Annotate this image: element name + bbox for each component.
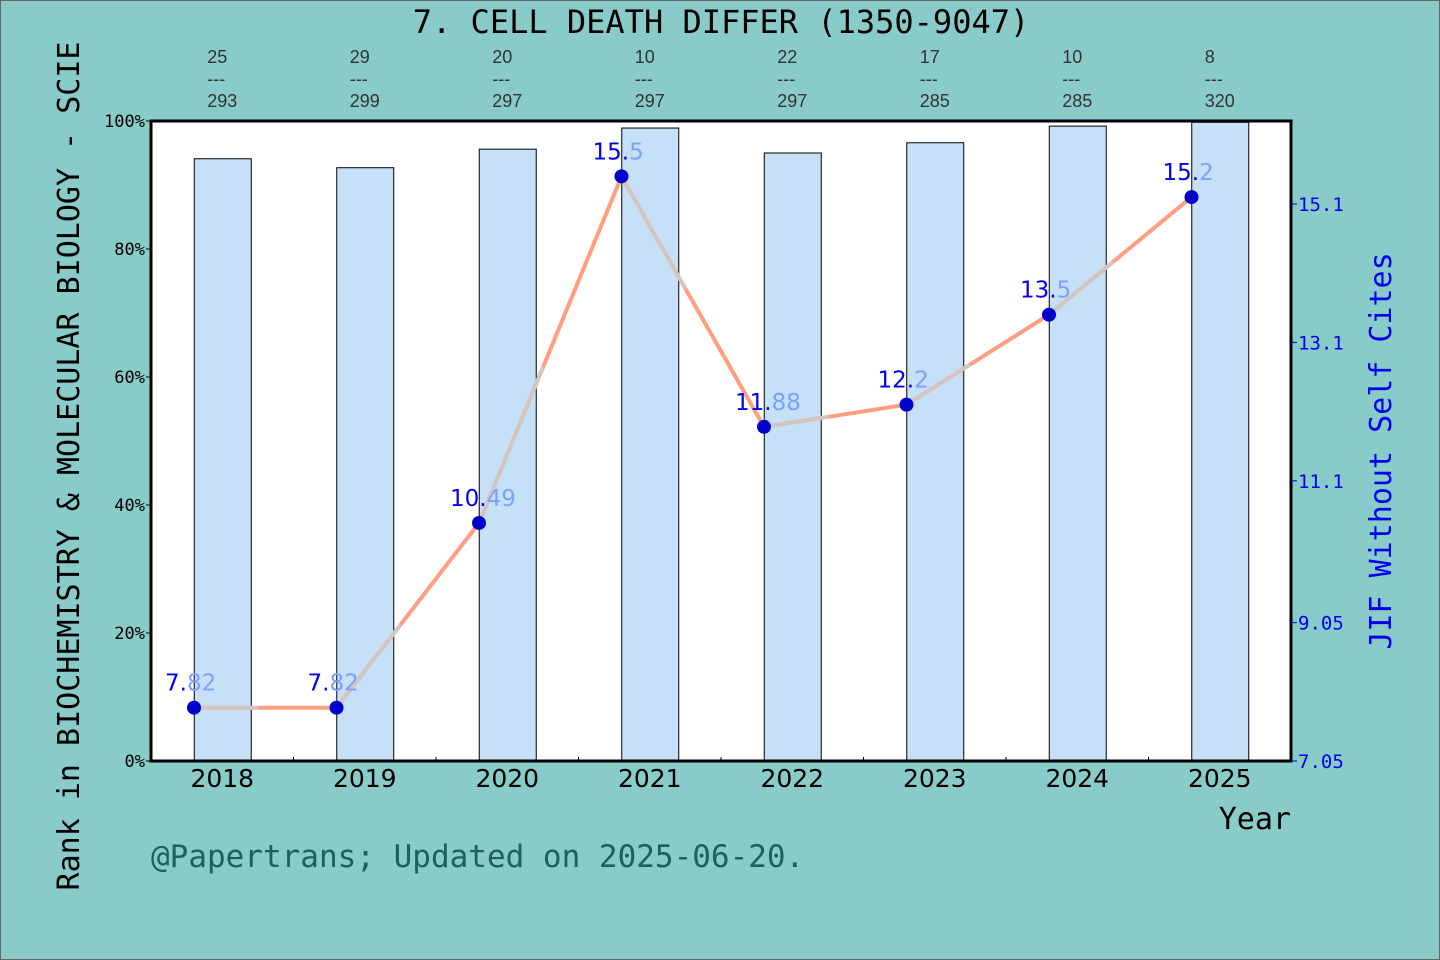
rank-total-2023: 285 <box>920 91 950 111</box>
jif-label-dec: 2 <box>914 368 929 394</box>
y2-tick-11.1: 11.1 <box>1298 471 1344 493</box>
rank-total-2025: 320 <box>1205 91 1235 111</box>
jif-label-2022: 11.88 <box>735 390 801 416</box>
x-tick-2020: 2020 <box>475 764 539 793</box>
footer-note: @Papertrans; Updated on 2025-06-20. <box>151 839 804 875</box>
y2-tick-13.1: 13.1 <box>1298 332 1344 354</box>
jif-label-dec: 5 <box>1057 278 1072 304</box>
jif-label-dec: 82 <box>329 671 358 697</box>
y2-tick-9.05: 9.05 <box>1298 613 1344 635</box>
rank-total-2020: 297 <box>492 91 522 111</box>
jif-label-2025: 15.2 <box>1163 160 1214 186</box>
rank-separator-2021: --- <box>635 69 653 89</box>
rank-label-2020: 20 <box>492 47 512 67</box>
x-tick-2018: 2018 <box>190 764 254 793</box>
x-tick-2022: 2022 <box>760 764 824 793</box>
rank-total-2024: 285 <box>1062 91 1092 111</box>
jif-label-int: 15. <box>593 139 630 165</box>
jif-label-int: 7. <box>165 671 187 697</box>
jif-point-2022 <box>757 419 771 434</box>
jif-point-2023 <box>899 397 914 412</box>
jif-point-2024 <box>1042 307 1056 322</box>
rank-label-2018: 25 <box>207 47 227 67</box>
y2-axis-label: JIF Without Self Cites <box>1364 252 1399 649</box>
bar-2025 <box>1191 121 1250 762</box>
bar-2021 <box>621 127 680 762</box>
jif-line-segment-highlight <box>334 623 403 709</box>
jif-line-segment-highlight <box>477 366 545 524</box>
jif-label-2020: 10.49 <box>450 486 516 512</box>
jif-label-dec: 2 <box>1199 160 1214 186</box>
y-tick-60%: 60% <box>114 368 145 388</box>
x-tick-2024: 2024 <box>1045 764 1109 793</box>
rank-total-2022: 297 <box>777 91 807 111</box>
y2-tick-15.1: 15.1 <box>1298 194 1344 216</box>
jif-label-2019: 7.82 <box>308 671 359 697</box>
jif-label-int: 12. <box>878 368 915 394</box>
x-tick-2021: 2021 <box>618 764 682 793</box>
rank-label-2021: 10 <box>635 47 655 67</box>
x-tick-2025: 2025 <box>1188 764 1252 793</box>
jif-label-dec: 49 <box>487 486 516 512</box>
y-axis-label: Rank in BIOCHEMISTRY & MOLECULAR BIOLOGY… <box>52 42 87 891</box>
bar-2022 <box>763 152 822 762</box>
rank-separator-2023: --- <box>920 69 938 89</box>
jif-label-int: 10. <box>450 486 487 512</box>
bar-2024 <box>1048 125 1107 762</box>
x-tick-2019: 2019 <box>333 764 397 793</box>
rank-label-2025: 8 <box>1205 47 1215 67</box>
jif-line-segment-highlight <box>763 414 829 429</box>
jif-line-segment-highlight <box>619 175 688 291</box>
jif-label-int: 11. <box>735 390 772 416</box>
y2-tick-7.05: 7.05 <box>1298 751 1344 773</box>
rank-separator-2019: --- <box>350 69 368 89</box>
jif-point-2025 <box>1184 190 1199 205</box>
jif-label-2024: 13.5 <box>1020 278 1071 304</box>
jif-line-segment-highlight <box>905 362 972 407</box>
rank-separator-2018: --- <box>207 69 225 89</box>
jif-point-2019 <box>329 700 344 715</box>
rank-separator-2022: --- <box>777 69 795 89</box>
rank-label-2024: 10 <box>1062 47 1082 67</box>
plot-area <box>151 121 1291 761</box>
rank-total-2019: 299 <box>350 91 380 111</box>
jif-label-2023: 12.2 <box>878 368 929 394</box>
y-tick-20%: 20% <box>114 624 145 644</box>
x-tick-2023: 2023 <box>903 764 967 793</box>
bar-2023 <box>906 142 965 762</box>
jif-point-2018 <box>187 700 201 715</box>
bar-2018 <box>193 158 252 762</box>
jif-label-int: 7. <box>308 671 330 697</box>
bar-2019 <box>336 167 395 762</box>
jif-label-dec: 82 <box>187 671 216 697</box>
jif-label-dec: 88 <box>772 390 801 416</box>
jif-label-2021: 15.5 <box>593 139 644 165</box>
y-tick-100%: 100% <box>104 112 145 132</box>
y-tick-80%: 80% <box>114 240 145 260</box>
rank-label-2023: 17 <box>920 47 940 67</box>
x-axis-label: Year <box>1219 802 1291 837</box>
jif-point-2020 <box>472 515 486 530</box>
rank-separator-2024: --- <box>1062 69 1080 89</box>
jif-label-2018: 7.82 <box>165 671 216 697</box>
jif-label-int: 13. <box>1020 278 1057 304</box>
rank-label-2019: 29 <box>350 47 370 67</box>
y-tick-0%: 0% <box>125 752 145 772</box>
jif-label-int: 15. <box>1163 160 1200 186</box>
rank-total-2018: 293 <box>207 91 237 111</box>
rank-separator-2020: --- <box>492 69 510 89</box>
rank-label-2022: 22 <box>777 47 797 67</box>
y-tick-40%: 40% <box>114 496 145 516</box>
jif-label-dec: 5 <box>629 139 644 165</box>
chart-title: 7. CELL DEATH DIFFER (1350-9047) <box>413 3 1030 41</box>
jif-point-2021 <box>614 169 629 184</box>
rank-separator-2025: --- <box>1205 69 1223 89</box>
jif-line-segment-highlight <box>1047 260 1115 317</box>
rank-total-2021: 297 <box>635 91 665 111</box>
